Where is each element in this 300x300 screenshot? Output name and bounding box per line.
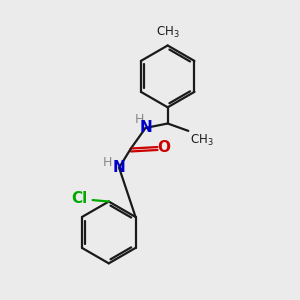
Text: CH$_3$: CH$_3$ (190, 133, 213, 148)
Text: O: O (157, 140, 170, 154)
Text: Cl: Cl (71, 191, 87, 206)
Text: H: H (134, 113, 144, 126)
Text: N: N (113, 160, 125, 175)
Text: H: H (103, 156, 112, 169)
Text: CH$_3$: CH$_3$ (156, 25, 179, 40)
Text: N: N (139, 120, 152, 135)
